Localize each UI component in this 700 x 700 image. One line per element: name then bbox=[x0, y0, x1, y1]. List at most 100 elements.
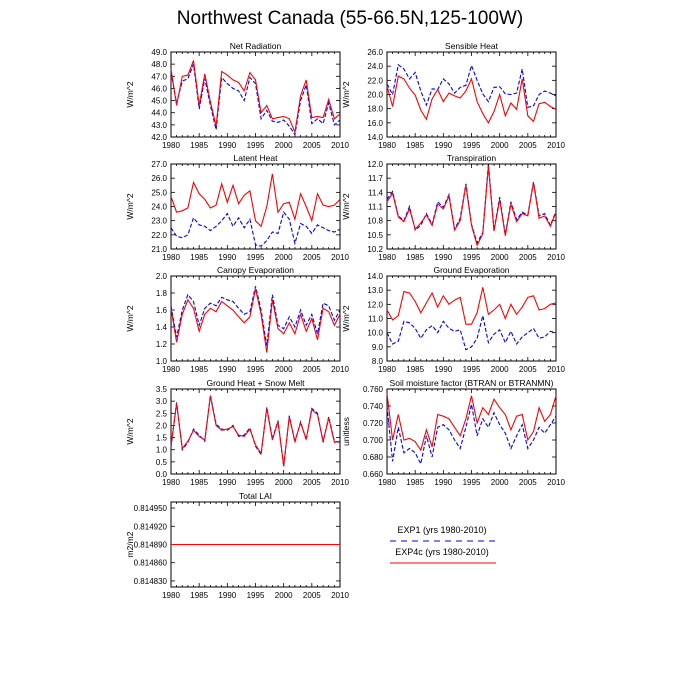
panel-0-series-exp1-line bbox=[170, 63, 341, 137]
panel-5-ytick-label: 8.0 bbox=[372, 357, 384, 366]
panel-3-ytick-label: 10.2 bbox=[367, 245, 383, 254]
panel-8-xtick-label: 1995 bbox=[247, 591, 265, 600]
panel-7-ytick-label: 0.700 bbox=[363, 436, 384, 445]
panel-7-xtick-label: 2000 bbox=[491, 478, 509, 487]
panel-8-xtick-label: 2010 bbox=[331, 591, 349, 600]
panel-7-ytick-label: 0.660 bbox=[363, 470, 384, 479]
panel-6-series-exp1-line bbox=[170, 394, 341, 467]
panel-0-ytick-label: 47.0 bbox=[151, 72, 167, 81]
panel-6-ytick-label: 3.0 bbox=[156, 397, 168, 406]
panel-2-xtick-label: 2000 bbox=[275, 253, 293, 262]
panel-5-xtick-label: 2000 bbox=[491, 365, 509, 374]
panel-4-xtick-label: 1995 bbox=[247, 365, 265, 374]
panel-4-xtick-label: 1985 bbox=[190, 365, 208, 374]
panel-2-xtick-label: 1990 bbox=[218, 253, 236, 262]
panel-5-ytick-label: 14.0 bbox=[367, 272, 383, 281]
panel-3-ytick-label: 10.5 bbox=[367, 231, 383, 240]
panel-8-ytick-label: 0.814830 bbox=[134, 577, 168, 586]
legend-label-1: EXP4c (yrs 1980-2010) bbox=[395, 547, 489, 557]
panel-6-xtick-label: 1995 bbox=[247, 478, 265, 487]
panel-6-xtick-label: 1980 bbox=[162, 478, 180, 487]
panel-3-frame bbox=[386, 163, 557, 250]
panel-5-xtick-label: 1985 bbox=[406, 365, 424, 374]
panel-5-ytick-label: 13.0 bbox=[367, 286, 383, 295]
panel-2-ytick-label: 25.0 bbox=[151, 188, 167, 197]
panel-7-frame bbox=[386, 388, 557, 475]
panel-4-title: Canopy Evaporation bbox=[217, 265, 294, 275]
panel-2-xtick-label: 2005 bbox=[303, 253, 321, 262]
panel-2-ytick-label: 21.0 bbox=[151, 245, 167, 254]
panel-6-xtick-label: 2005 bbox=[303, 478, 321, 487]
panel-0-xtick-label: 1980 bbox=[162, 141, 180, 150]
panel-1-ytick-label: 20.0 bbox=[367, 91, 383, 100]
panel-2-ytick-label: 23.0 bbox=[151, 217, 167, 226]
panel-5-xtick-label: 2005 bbox=[519, 365, 537, 374]
panel-6-ytick-label: 3.5 bbox=[156, 385, 168, 394]
panel-2-ytick-label: 26.0 bbox=[151, 174, 167, 183]
panel-4-ytick-label: 1.6 bbox=[156, 306, 168, 315]
panel-0-xtick-label: 1990 bbox=[218, 141, 236, 150]
panel-3-ytick-label: 11.1 bbox=[368, 203, 384, 212]
panel-7-xtick-label: 2010 bbox=[547, 478, 565, 487]
panel-1-xtick-label: 2000 bbox=[491, 141, 509, 150]
panel-5-xtick-label: 1995 bbox=[463, 365, 481, 374]
panel-0-ytick-label: 43.0 bbox=[151, 121, 167, 130]
panel-6-series-exp4c-line bbox=[170, 396, 341, 466]
panel-4-ytick-label: 2.0 bbox=[156, 272, 168, 281]
panel-1-ytick-label: 18.0 bbox=[367, 105, 383, 114]
panel-8-title: Total LAI bbox=[239, 491, 272, 501]
panel-1-xtick-label: 1990 bbox=[434, 141, 452, 150]
panel-1-ytick-label: 26.0 bbox=[367, 48, 383, 57]
panel-1-xtick-label: 1995 bbox=[463, 141, 481, 150]
panel-8-ytick-label: 0.814950 bbox=[134, 504, 168, 513]
panel-0-frame bbox=[170, 51, 341, 138]
panel-6-ytick-label: 1.5 bbox=[156, 434, 168, 443]
panel-6-ytick-label: 1.0 bbox=[156, 446, 168, 455]
panel-1-ylabel: W/m^2 bbox=[341, 81, 351, 107]
panel-7-xtick-label: 2005 bbox=[519, 478, 537, 487]
panel-1-xtick-label: 2010 bbox=[547, 141, 565, 150]
panel-3-xtick-label: 1990 bbox=[434, 253, 452, 262]
panel-2-xtick-label: 1995 bbox=[247, 253, 265, 262]
panel-3-series-exp1-line bbox=[386, 163, 557, 245]
panel-0-xtick-label: 2005 bbox=[303, 141, 321, 150]
panel-3-xtick-label: 2010 bbox=[547, 253, 565, 262]
panel-5-ylabel: W/m^2 bbox=[341, 305, 351, 331]
panel-3-xtick-label: 1995 bbox=[463, 253, 481, 262]
panel-0-ytick-label: 48.0 bbox=[151, 60, 167, 69]
panel-2-ylabel: W/m^2 bbox=[125, 193, 135, 219]
panel-8-xtick-label: 1980 bbox=[162, 591, 180, 600]
panel-8-ytick-label: 0.814860 bbox=[134, 559, 168, 568]
panel-4-ylabel: W/m^2 bbox=[125, 305, 135, 331]
panel-4-series-exp4c-line bbox=[170, 288, 341, 353]
panel-0-title: Net Radiation bbox=[230, 41, 282, 51]
panel-7-series-exp4c-line bbox=[386, 393, 557, 452]
panel-4-ytick-label: 1.8 bbox=[156, 289, 168, 298]
panel-2-series-exp1-line bbox=[170, 211, 341, 247]
panel-5-ytick-label: 12.0 bbox=[367, 300, 383, 309]
panel-6-xtick-label: 1985 bbox=[190, 478, 208, 487]
panel-1-xtick-label: 1985 bbox=[406, 141, 424, 150]
panel-7-ytick-label: 0.720 bbox=[363, 419, 384, 428]
panel-5-xtick-label: 1990 bbox=[434, 365, 452, 374]
panel-0-ytick-label: 42.0 bbox=[151, 133, 167, 142]
panel-6-ytick-label: 2.5 bbox=[156, 409, 168, 418]
panel-1-xtick-label: 2005 bbox=[519, 141, 537, 150]
panel-0-xtick-label: 1995 bbox=[247, 141, 265, 150]
panel-2-xtick-label: 1980 bbox=[162, 253, 180, 262]
panel-1-frame bbox=[386, 51, 557, 138]
panel-3-series-exp4c-line bbox=[386, 166, 557, 247]
panel-3-xtick-label: 1985 bbox=[406, 253, 424, 262]
panel-3-title: Transpiration bbox=[447, 153, 497, 163]
panel-4-xtick-label: 2010 bbox=[331, 365, 349, 374]
panel-0-xtick-label: 2010 bbox=[331, 141, 349, 150]
panel-6-title: Ground Heat + Snow Melt bbox=[206, 378, 305, 388]
panel-3-xtick-label: 1980 bbox=[378, 253, 396, 262]
panel-5-ytick-label: 11.0 bbox=[368, 315, 384, 324]
panel-5-ytick-label: 9.0 bbox=[372, 343, 384, 352]
legend-label-0: EXP1 (yrs 1980-2010) bbox=[397, 525, 486, 535]
panel-8-ytick-label: 0.814920 bbox=[134, 522, 168, 531]
panel-0-series-exp4c-line bbox=[170, 60, 341, 135]
